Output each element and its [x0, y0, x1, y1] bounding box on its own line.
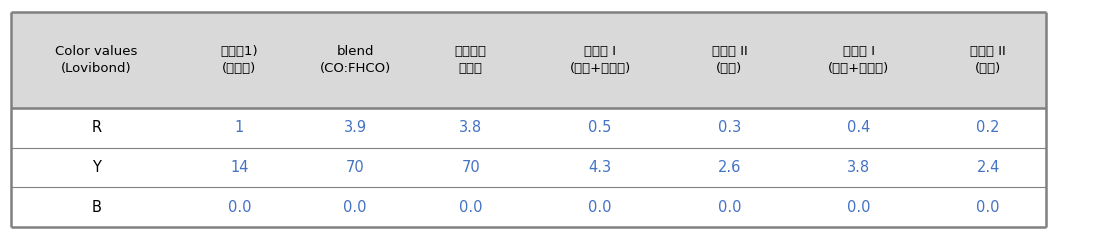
Text: 탈색유 II
(백토): 탈색유 II (백토): [711, 45, 748, 75]
Text: 70: 70: [346, 160, 364, 175]
Text: 0.0: 0.0: [344, 199, 367, 215]
Text: 0.2: 0.2: [977, 120, 1000, 135]
Text: 4.3: 4.3: [588, 160, 612, 175]
Text: 0.4: 0.4: [847, 120, 871, 135]
Text: 0.5: 0.5: [588, 120, 612, 135]
Text: 탈색유 I
(백토+활성탄): 탈색유 I (백토+활성탄): [569, 45, 631, 75]
Text: 0.0: 0.0: [228, 199, 251, 215]
Text: R: R: [91, 120, 101, 135]
Text: 3.8: 3.8: [847, 160, 871, 175]
Text: Y: Y: [91, 160, 101, 175]
Text: 0.0: 0.0: [718, 199, 741, 215]
Text: 0.3: 0.3: [718, 120, 741, 135]
Text: B: B: [91, 199, 101, 215]
Text: 2.6: 2.6: [718, 160, 741, 175]
Text: 2.4: 2.4: [977, 160, 1000, 175]
Text: 탈취유 II
(백토): 탈취유 II (백토): [970, 45, 1006, 75]
FancyBboxPatch shape: [11, 12, 1046, 108]
Text: 0.0: 0.0: [588, 199, 612, 215]
Text: blend
(CO:FHCO): blend (CO:FHCO): [319, 45, 391, 75]
Text: 0.0: 0.0: [847, 199, 871, 215]
Text: 1: 1: [235, 120, 244, 135]
Text: Color values
(Lovibond): Color values (Lovibond): [55, 45, 138, 75]
Text: 0.0: 0.0: [459, 199, 482, 215]
Text: 에스테르
교환유: 에스테르 교환유: [455, 45, 487, 75]
Text: 70: 70: [461, 160, 480, 175]
Text: 0.0: 0.0: [977, 199, 1000, 215]
Text: 3.9: 3.9: [344, 120, 367, 135]
Text: 탈취유 I
(백토+활성탄): 탈취유 I (백토+활성탄): [828, 45, 890, 75]
Text: 14: 14: [230, 160, 249, 175]
Text: 3.8: 3.8: [459, 120, 482, 135]
Text: 탈색유1)
(대조군): 탈색유1) (대조군): [220, 45, 259, 75]
